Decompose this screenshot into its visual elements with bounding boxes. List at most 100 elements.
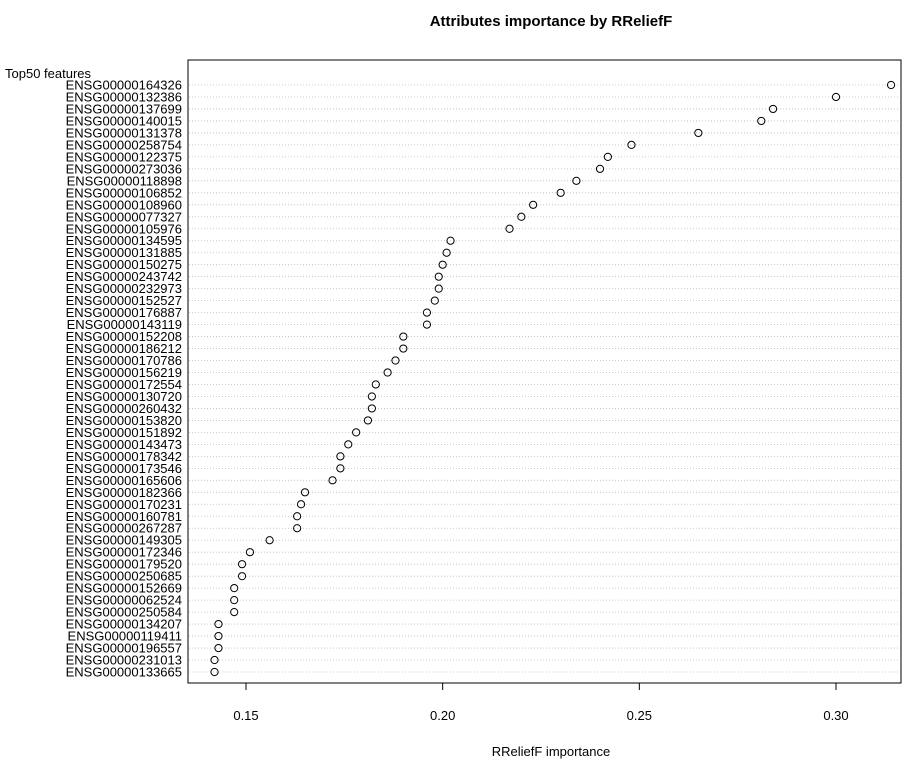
feature-label: ENSG00000143473: [66, 437, 182, 452]
chart-title: Attributes importance by RReliefF: [430, 13, 673, 30]
data-point: [237, 560, 247, 569]
data-point: [245, 548, 255, 557]
x-tick-label: 0.25: [627, 708, 652, 723]
feature-label: ENSG00000137699: [66, 101, 182, 116]
data-point: [214, 631, 223, 641]
data-point: [603, 152, 612, 161]
data-point: [336, 464, 345, 473]
feature-label: ENSG00000119411: [68, 629, 182, 644]
data-point: [422, 320, 432, 329]
feature-label: ENSG00000182366: [66, 485, 182, 500]
data-point: [886, 80, 896, 90]
data-point: [230, 608, 239, 617]
data-point: [237, 572, 247, 581]
data-point: [367, 392, 376, 401]
feature-labels: ENSG00000164326ENSG00000132386ENSG000001…: [66, 78, 182, 680]
feature-label: ENSG00000108960: [66, 197, 182, 212]
feature-label: ENSG00000172554: [66, 377, 182, 392]
feature-label: ENSG00000250685: [66, 569, 182, 584]
data-point: [383, 368, 392, 377]
data-point: [434, 284, 443, 293]
feature-label: ENSG00000134595: [66, 233, 182, 248]
feature-label: ENSG00000232973: [66, 281, 182, 296]
data-point: [328, 476, 337, 485]
data-point: [430, 296, 439, 305]
data-point: [768, 104, 778, 114]
feature-label: ENSG00000152669: [66, 581, 182, 596]
data-point: [517, 212, 526, 221]
data-points: [210, 80, 896, 677]
feature-label: ENSG00000118898: [67, 173, 182, 188]
plot-frame: [187, 59, 902, 684]
data-point: [505, 224, 514, 233]
data-point: [363, 416, 373, 425]
data-point: [293, 512, 302, 521]
feature-label: ENSG00000260432: [66, 401, 182, 416]
data-point: [214, 619, 223, 629]
data-point: [694, 128, 703, 138]
feature-label: ENSG00000172346: [66, 545, 182, 560]
data-point: [391, 356, 400, 365]
feature-label: ENSG00000170231: [66, 497, 182, 512]
y-axis-label: Top50 features: [5, 66, 92, 81]
feature-label: ENSG00000105976: [66, 221, 182, 236]
feature-label: ENSG00000179520: [66, 557, 182, 572]
feature-label: ENSG00000134207: [66, 617, 182, 632]
data-point: [529, 200, 538, 209]
data-point: [336, 452, 345, 461]
grid-lines: [189, 84, 900, 673]
data-point: [422, 308, 432, 317]
feature-label: ENSG00000153820: [66, 413, 182, 428]
feature-label: ENSG00000186212: [66, 341, 182, 356]
feature-label: ENSG00000152208: [66, 329, 182, 344]
data-point: [442, 248, 451, 257]
feature-label: ENSG00000160781: [66, 509, 182, 524]
data-point: [367, 404, 376, 413]
data-point: [831, 92, 841, 102]
feature-label: ENSG00000165606: [66, 473, 182, 488]
feature-label: ENSG00000250584: [66, 605, 182, 620]
x-tick-label: 0.15: [233, 708, 258, 723]
feature-label: ENSG00000130720: [66, 389, 182, 404]
data-point: [438, 260, 447, 269]
feature-label: ENSG00000131885: [66, 245, 182, 260]
feature-label: ENSG00000196557: [66, 641, 182, 656]
data-point: [371, 380, 380, 389]
feature-label: ENSG00000150275: [66, 257, 182, 272]
data-point: [352, 428, 361, 437]
x-axis: 0.15 0.20 0.25 0.30: [233, 682, 849, 723]
data-point: [446, 236, 455, 245]
feature-label: ENSG00000106852: [66, 185, 182, 200]
data-point: [595, 164, 605, 173]
data-point: [210, 655, 219, 665]
data-point: [230, 596, 239, 605]
feature-label: ENSG00000149305: [66, 533, 182, 548]
data-point: [399, 332, 408, 341]
data-point: [572, 176, 581, 185]
feature-label: ENSG00000131378: [66, 125, 182, 140]
data-point: [210, 667, 219, 677]
feature-label: ENSG00000164326: [66, 78, 182, 93]
x-axis-label: RReliefF importance: [492, 744, 611, 759]
feature-label: ENSG00000151892: [66, 425, 182, 440]
feature-label: ENSG00000267287: [66, 521, 182, 536]
data-point: [399, 344, 408, 353]
data-point: [300, 488, 310, 497]
feature-label: ENSG00000140015: [66, 113, 182, 128]
data-point: [293, 524, 302, 533]
data-point: [214, 643, 223, 653]
data-point: [344, 440, 353, 449]
x-tick-label: 0.30: [823, 708, 848, 723]
feature-label: ENSG00000077327: [66, 209, 182, 224]
data-point: [627, 140, 636, 149]
feature-label: ENSG00000176887: [66, 305, 182, 320]
feature-label: ENSG00000170786: [66, 353, 182, 368]
feature-label: ENSG00000243742: [66, 269, 182, 284]
x-tick-label: 0.20: [430, 708, 455, 723]
data-point: [296, 500, 306, 509]
feature-label: ENSG00000133665: [66, 665, 182, 680]
feature-label: ENSG00000062524: [66, 593, 182, 608]
feature-label: ENSG00000173546: [66, 461, 182, 476]
feature-label: ENSG00000152527: [66, 293, 182, 308]
